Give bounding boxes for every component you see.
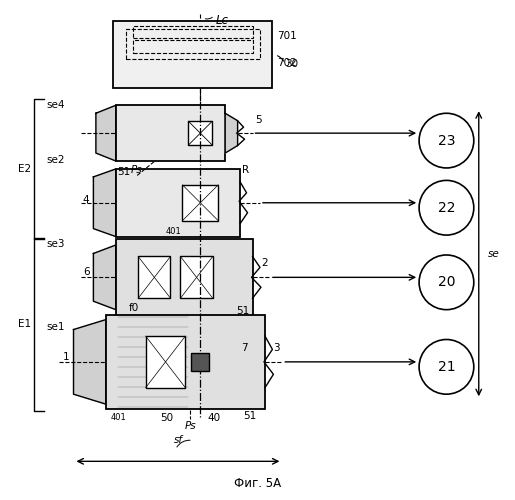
Text: 1: 1 bbox=[63, 352, 70, 362]
Text: 21: 21 bbox=[438, 360, 455, 374]
Text: 51: 51 bbox=[236, 306, 250, 316]
Polygon shape bbox=[93, 169, 116, 236]
Polygon shape bbox=[96, 106, 116, 161]
Text: 7: 7 bbox=[242, 343, 248, 353]
Text: 51: 51 bbox=[117, 167, 130, 177]
Text: Ps: Ps bbox=[131, 166, 142, 175]
Bar bbox=[113, 22, 272, 88]
Text: E1: E1 bbox=[18, 319, 31, 329]
Circle shape bbox=[419, 340, 474, 394]
Text: se1: se1 bbox=[46, 322, 65, 332]
Bar bbox=[133, 40, 252, 52]
Bar bbox=[188, 121, 212, 145]
Bar bbox=[116, 106, 225, 161]
Text: R: R bbox=[242, 166, 249, 175]
Text: se2: se2 bbox=[46, 155, 65, 165]
Text: f0: f0 bbox=[129, 303, 140, 313]
Bar bbox=[126, 28, 260, 58]
Text: 702: 702 bbox=[278, 58, 297, 68]
Text: sf: sf bbox=[174, 436, 182, 446]
Text: 401: 401 bbox=[111, 412, 127, 422]
Circle shape bbox=[419, 114, 474, 168]
Circle shape bbox=[419, 255, 474, 310]
Text: 4: 4 bbox=[83, 196, 90, 205]
Text: 30: 30 bbox=[285, 58, 298, 68]
Circle shape bbox=[419, 180, 474, 235]
Bar bbox=[146, 336, 185, 388]
Text: 23: 23 bbox=[438, 134, 455, 147]
Polygon shape bbox=[225, 114, 237, 153]
Text: 22: 22 bbox=[438, 200, 455, 214]
Text: Lc: Lc bbox=[215, 14, 228, 27]
Text: 6: 6 bbox=[83, 268, 90, 278]
Text: se3: se3 bbox=[46, 238, 65, 248]
Text: 401: 401 bbox=[166, 226, 181, 235]
Bar bbox=[138, 256, 170, 298]
Bar bbox=[106, 314, 265, 409]
Text: 2: 2 bbox=[262, 258, 268, 268]
Text: 701: 701 bbox=[278, 31, 297, 41]
Bar bbox=[180, 256, 213, 298]
Bar bbox=[133, 26, 252, 38]
Text: Фиг. 5А: Фиг. 5А bbox=[234, 476, 281, 490]
Text: 5: 5 bbox=[255, 115, 262, 125]
Text: se: se bbox=[488, 248, 500, 258]
Text: E2: E2 bbox=[18, 164, 31, 174]
Text: 51: 51 bbox=[244, 410, 257, 420]
Text: 3: 3 bbox=[273, 343, 280, 353]
Bar bbox=[192, 353, 209, 371]
Bar bbox=[116, 169, 240, 236]
Text: se4: se4 bbox=[46, 100, 65, 110]
Bar bbox=[116, 238, 252, 316]
Polygon shape bbox=[93, 245, 116, 310]
Text: 50: 50 bbox=[161, 412, 174, 422]
Text: 20: 20 bbox=[438, 276, 455, 289]
Bar bbox=[182, 185, 218, 220]
Text: Ps: Ps bbox=[184, 420, 196, 430]
Polygon shape bbox=[74, 320, 106, 404]
Text: 40: 40 bbox=[208, 412, 221, 422]
